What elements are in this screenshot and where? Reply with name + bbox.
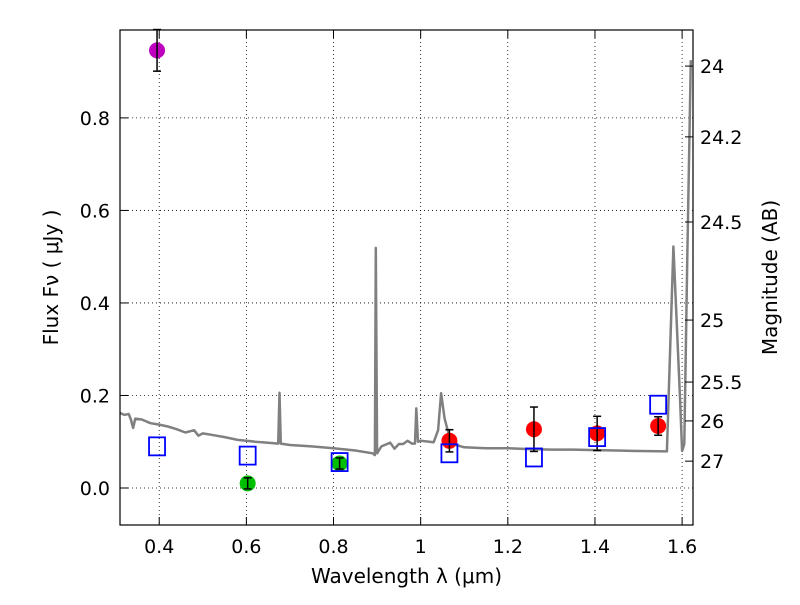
axis-ticks: 0.4 0.6 0.8 1 1.2 1.4 1.6 0.0 0.2 0.4 0.6 0.8 24 24.2… (80, 30, 742, 558)
y-tick-label: 0.0 (80, 478, 110, 500)
x-tick-label: 0.6 (231, 536, 261, 558)
y-tick-label: 0.6 (80, 200, 110, 222)
mag-tick-label: 26 (700, 411, 724, 433)
mag-tick-label: 24.5 (700, 212, 742, 234)
mag-tick-label: 25 (700, 310, 724, 332)
x-tick-label: 1 (415, 536, 427, 558)
x-axis-label: Wavelength λ (μm) (311, 564, 502, 588)
x-tick-label: 0.8 (318, 536, 348, 558)
y-tick-label: 0.2 (80, 385, 110, 407)
x-tick-label: 1.6 (667, 536, 697, 558)
blue-square-marker (588, 427, 607, 448)
blue-square-marker (148, 436, 166, 457)
sed-model-line (119, 60, 693, 457)
blue-square-marker (238, 445, 257, 466)
data-markers-layer (148, 28, 668, 492)
blue-square-marker (440, 443, 459, 464)
blue-square-marker (330, 452, 349, 472)
mag-tick-label: 27 (700, 451, 724, 473)
blue-square-marker (525, 447, 543, 468)
mag-tick-label: 25.5 (700, 372, 742, 394)
sed-model-layer (119, 60, 693, 457)
x-tick-label: 0.4 (144, 536, 174, 558)
y2-axis-label: Magnitude (AB) (758, 200, 782, 355)
y-tick-label: 0.4 (80, 293, 110, 315)
blue-square-marker (649, 394, 668, 415)
y-axis-label: Flux Fν ( μJy ) (39, 210, 63, 346)
x-tick-label: 1.2 (493, 536, 523, 558)
x-tick-label: 1.4 (580, 536, 610, 558)
plot-frame (119, 29, 694, 526)
mag-tick-label: 24.2 (700, 127, 742, 149)
mag-tick-label: 24 (700, 56, 724, 78)
y-tick-label: 0.8 (80, 108, 110, 130)
